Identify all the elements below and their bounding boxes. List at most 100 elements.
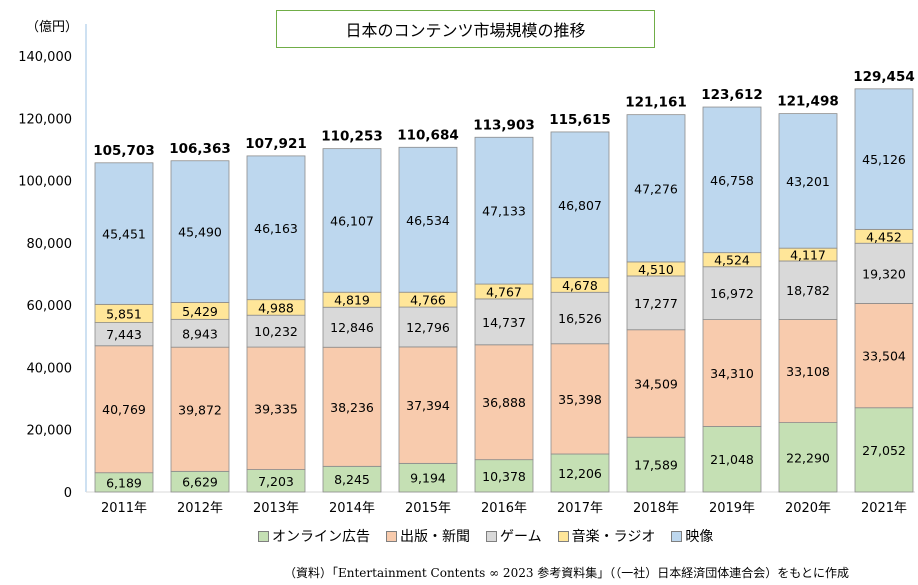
x-tick-label: 2021年: [861, 501, 907, 516]
x-tick-label: 2015年: [405, 501, 451, 516]
bar-segment: [626, 436, 686, 493]
total-label: 107,921: [245, 136, 307, 152]
legend-label: ゲーム: [500, 529, 542, 545]
legend-label: 音楽・ラジオ: [571, 529, 656, 545]
data-label: 4,510: [638, 262, 674, 277]
bar-segment: [778, 319, 838, 423]
data-label: 39,872: [178, 402, 222, 417]
x-tick-label: 2020年: [785, 501, 831, 516]
bar-segment: [550, 291, 610, 345]
data-label: 36,888: [482, 395, 526, 410]
chart-title: 日本のコンテンツ市場規模の推移: [276, 10, 655, 48]
data-label: 8,943: [182, 326, 218, 341]
bar-segment: [94, 162, 154, 305]
data-label: 4,766: [410, 293, 446, 308]
total-label: 129,454: [853, 69, 915, 85]
data-label: 4,767: [486, 284, 522, 299]
data-label: 46,107: [330, 213, 374, 228]
data-label: 16,526: [558, 311, 602, 326]
x-tick-label: 2013年: [253, 501, 299, 516]
bar-segment: [854, 407, 914, 493]
bar-segment: [170, 318, 230, 348]
bar-segment: [702, 106, 762, 254]
bar-segment: [474, 459, 534, 493]
legend: オンライン広告 出版・新聞 ゲーム 音楽・ラジオ 映像: [258, 526, 713, 546]
source-note: （資料）「Entertainment Contents ∞ 2023 参考資料集…: [284, 566, 850, 580]
bar-segment: [246, 155, 306, 301]
y-tick-label: 100,000: [18, 175, 72, 190]
data-label: 8,245: [334, 472, 370, 487]
data-label: 33,108: [786, 364, 830, 379]
y-tick-label: 40,000: [27, 361, 73, 376]
data-label: 7,203: [258, 474, 294, 489]
y-axis-unit: （億円）: [26, 20, 79, 35]
data-label: 5,851: [106, 306, 142, 321]
x-tick-label: 2019年: [709, 501, 755, 516]
data-label: 12,796: [406, 320, 450, 335]
bar-segment: [322, 465, 382, 493]
chart-title-text: 日本のコンテンツ市場規模の推移: [345, 21, 586, 40]
data-label: 19,320: [862, 266, 906, 281]
data-label: 37,394: [406, 398, 450, 413]
data-label: 17,589: [634, 458, 678, 473]
legend-item: 音楽・ラジオ: [557, 526, 656, 546]
data-label: 35,398: [558, 392, 602, 407]
x-tick-label: 2016年: [481, 501, 527, 516]
data-label: 18,782: [786, 283, 830, 298]
legend-label: 出版・新聞: [400, 529, 470, 545]
data-label: 6,189: [106, 475, 142, 490]
bar-segment: [702, 319, 762, 427]
total-label: 123,612: [701, 87, 763, 103]
data-label: 22,290: [786, 450, 830, 465]
legend-swatch: [386, 530, 397, 542]
bar-segment: [322, 306, 382, 348]
bar-segment: [778, 422, 838, 493]
x-tick-label: 2012年: [177, 501, 223, 516]
x-tick-label: 2017年: [557, 501, 603, 516]
total-label: 106,363: [169, 141, 231, 157]
legend-swatch: [258, 530, 269, 542]
data-label: 4,678: [562, 278, 598, 293]
y-tick-label: 60,000: [27, 299, 73, 314]
x-tick-label: 2018年: [633, 501, 679, 516]
bar-segment: [626, 275, 686, 331]
data-label: 46,758: [710, 173, 754, 188]
legend-swatch: [486, 530, 497, 542]
data-label: 45,490: [178, 225, 222, 240]
total-label: 115,615: [549, 112, 611, 128]
total-label: 121,498: [777, 94, 839, 110]
bar-segment: [474, 136, 534, 285]
bar-segment: [854, 242, 914, 304]
data-label: 12,846: [330, 320, 374, 335]
data-label: 10,378: [482, 469, 526, 484]
data-label: 5,429: [182, 304, 218, 319]
data-label: 45,451: [102, 227, 146, 242]
total-label: 110,253: [321, 129, 383, 145]
data-label: 6,629: [182, 475, 218, 490]
legend-item: オンライン広告: [258, 526, 370, 546]
data-label: 10,232: [254, 324, 298, 339]
bar-segment: [246, 314, 306, 348]
bar-segment: [398, 346, 458, 464]
bar-segment: [322, 346, 382, 467]
legend-item: 映像: [671, 526, 713, 546]
bar-segment: [626, 114, 686, 263]
bar-segment: [170, 160, 230, 303]
data-label: 47,133: [482, 204, 526, 219]
data-label: 46,163: [254, 221, 298, 236]
bar-segment: [474, 344, 534, 461]
data-label: 4,117: [790, 248, 826, 263]
data-label: 34,509: [634, 376, 678, 391]
y-tick-label: 20,000: [27, 424, 73, 439]
bar-segment: [474, 298, 534, 346]
data-label: 4,452: [866, 229, 902, 244]
bar-segment: [398, 306, 458, 348]
legend-item: ゲーム: [486, 526, 542, 546]
total-label: 121,161: [625, 95, 687, 111]
bar-segment: [398, 462, 458, 493]
total-label: 110,684: [397, 127, 459, 143]
x-tick-label: 2011年: [101, 501, 147, 516]
data-label: 39,335: [254, 401, 298, 416]
data-label: 47,276: [634, 181, 678, 196]
legend-swatch: [557, 530, 569, 542]
